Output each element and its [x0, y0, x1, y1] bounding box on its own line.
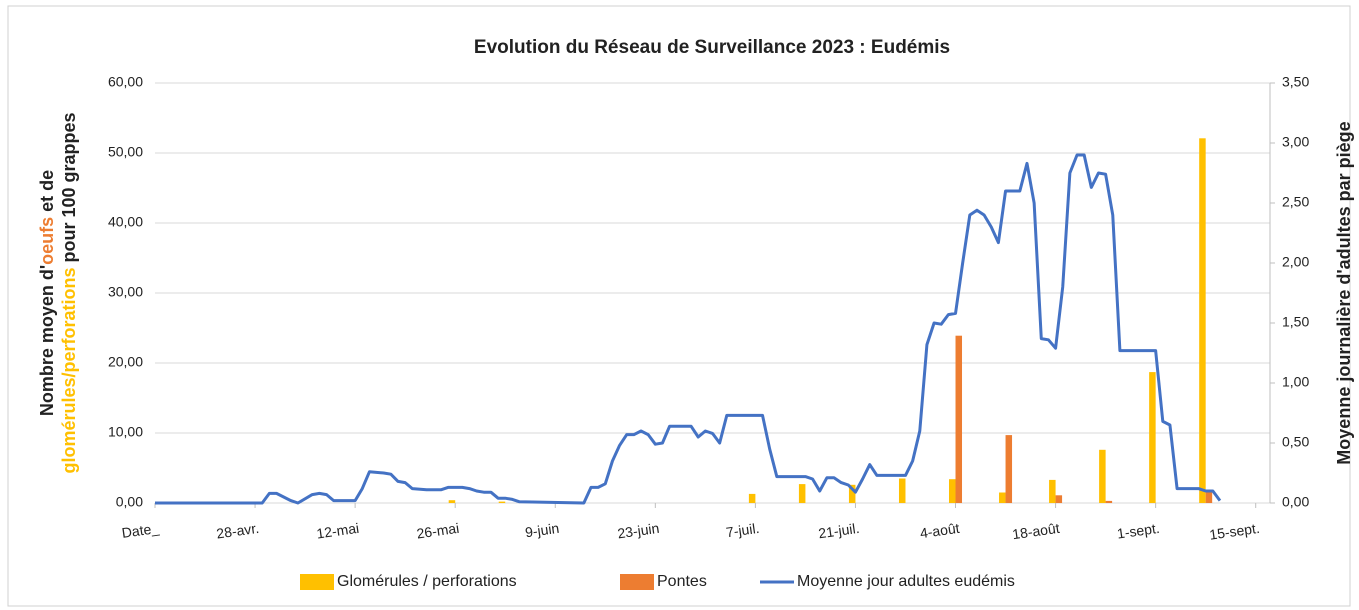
y-axis-title-part: Nombre moyen d' — [37, 265, 57, 416]
y2-tick-label: 0,50 — [1282, 434, 1309, 450]
bar — [1005, 435, 1013, 503]
line — [155, 153, 1222, 505]
y2-tick-label: 2,50 — [1282, 194, 1309, 210]
bar — [898, 478, 906, 503]
legend-swatch — [620, 574, 654, 590]
y-axis-title: Nombre moyen d'oeufs et deglomérules/per… — [37, 112, 79, 473]
x-tick-label: 23-juin — [616, 520, 660, 542]
bar — [1205, 492, 1213, 503]
bar — [955, 335, 963, 503]
bar — [798, 484, 806, 503]
y-axis-title-part: et de — [37, 170, 57, 217]
bar — [748, 493, 756, 503]
y2-tick-label: 3,50 — [1282, 74, 1309, 90]
y-tick-label: 10,00 — [108, 424, 143, 440]
x-tick-label: 4-août — [919, 520, 961, 541]
x-tick-label: 15-sept. — [1208, 520, 1260, 543]
y2-tick-label: 2,00 — [1282, 254, 1309, 270]
y2-tick-label: 1,50 — [1282, 314, 1309, 330]
legend-label: Moyenne jour adultes eudémis — [797, 573, 1015, 590]
bar — [1099, 449, 1106, 503]
legend-swatch — [300, 574, 334, 590]
x-tick-label: Date_ — [121, 520, 160, 541]
chart-frame — [7, 5, 1351, 607]
y-axis-title-part: pour 100 grappes — [59, 112, 79, 267]
bar — [1049, 479, 1056, 503]
y-axis-title-line: Nombre moyen d'oeufs et de — [37, 170, 57, 416]
chart-title: Evolution du Réseau de Surveillance 2023… — [474, 37, 950, 58]
y-tick-label: 50,00 — [108, 144, 143, 160]
x-tick-label: 21-juil. — [817, 520, 860, 542]
bar — [848, 484, 856, 503]
x-tick-label: 1-sept. — [1116, 520, 1161, 542]
y2-tick-label: 1,00 — [1282, 374, 1309, 390]
bar — [1105, 500, 1113, 503]
y-tick-label: 60,00 — [108, 74, 143, 90]
y-axis-title-line: glomérules/perforations pour 100 grappes — [59, 112, 79, 473]
bar — [1149, 372, 1156, 503]
bar — [1199, 138, 1206, 504]
bar — [498, 501, 506, 503]
x-tick-label: 12-mai — [315, 520, 360, 542]
y-axis-title-part: glomérules/perforations — [59, 268, 79, 474]
y2-axis-title: Moyenne journalière d'adultes par piège — [1334, 121, 1354, 464]
y-tick-label: 0,00 — [116, 494, 143, 510]
y-tick-label: 20,00 — [108, 354, 143, 370]
y2-tick-label: 0,00 — [1282, 494, 1309, 510]
y-tick-label: 30,00 — [108, 284, 143, 300]
x-tick-label: 9-juin — [524, 520, 560, 541]
x-tick-label: 7-juil. — [725, 520, 760, 541]
legend-label: Glomérules / perforations — [337, 573, 517, 590]
legend-label: Pontes — [657, 573, 707, 590]
bar — [999, 492, 1006, 503]
y-tick-label: 40,00 — [108, 214, 143, 230]
x-tick-label: 18-août — [1011, 520, 1060, 542]
bar — [448, 500, 456, 503]
bar — [949, 479, 956, 503]
y-axis-title-part: oeufs — [37, 217, 57, 265]
y2-tick-label: 3,00 — [1282, 134, 1309, 150]
x-tick-label: 26-mai — [416, 520, 461, 542]
bar — [1055, 495, 1063, 503]
x-tick-label: 28-avr. — [215, 520, 260, 542]
